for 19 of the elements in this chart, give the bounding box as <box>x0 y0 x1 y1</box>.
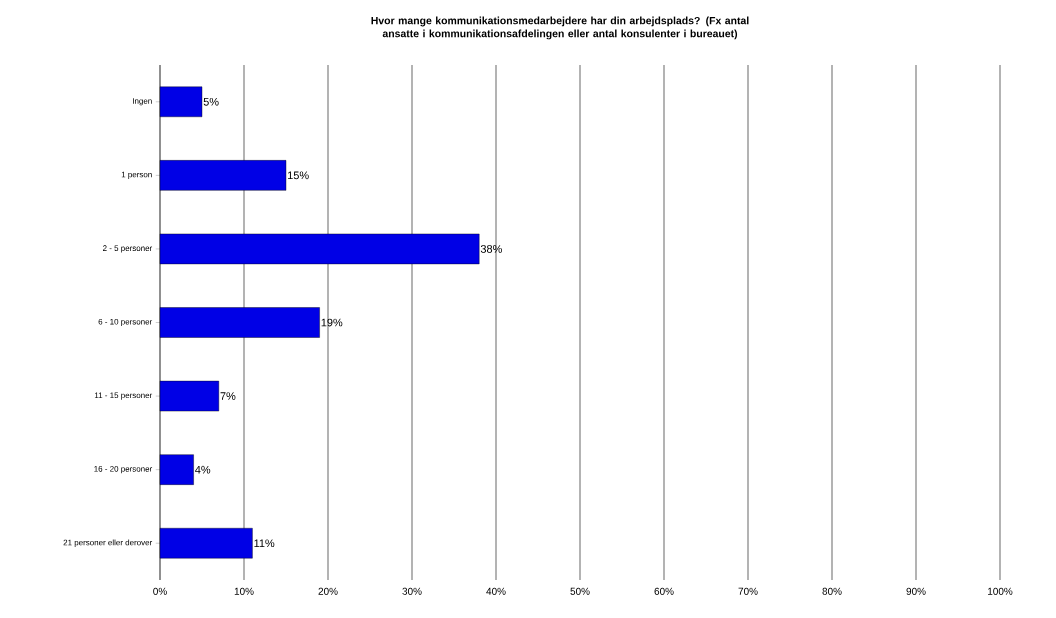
x-tick-label: 100% <box>988 587 1013 595</box>
x-tick-label: 40% <box>486 587 506 595</box>
x-tick-label: 80% <box>822 587 842 595</box>
x-tick-label: 10% <box>234 587 254 595</box>
x-tick-label: 60% <box>654 587 674 595</box>
chart-title: Hvor mange kommunikationsmedarbejdere har din arbejdsplads? (Fx antal ansatte i kommunikationsafdelingen eller antal konsulenter i bureauet) <box>371 16 749 40</box>
data-label: 5% <box>203 97 219 106</box>
x-tick-label: 70% <box>738 587 758 595</box>
x-tick-label: 0% <box>153 587 167 595</box>
data-label: 19% <box>321 318 343 327</box>
data-label: 38% <box>480 245 502 253</box>
data-label: 7% <box>220 392 236 400</box>
data-label: 11% <box>254 539 275 548</box>
data-label: 4% <box>195 465 211 474</box>
data-label: 15% <box>288 171 309 180</box>
x-tick-label: 90% <box>906 587 926 595</box>
x-tick-label: 50% <box>570 587 590 595</box>
x-tick-label: 30% <box>402 587 422 595</box>
x-tick-label: 20% <box>318 587 338 595</box>
